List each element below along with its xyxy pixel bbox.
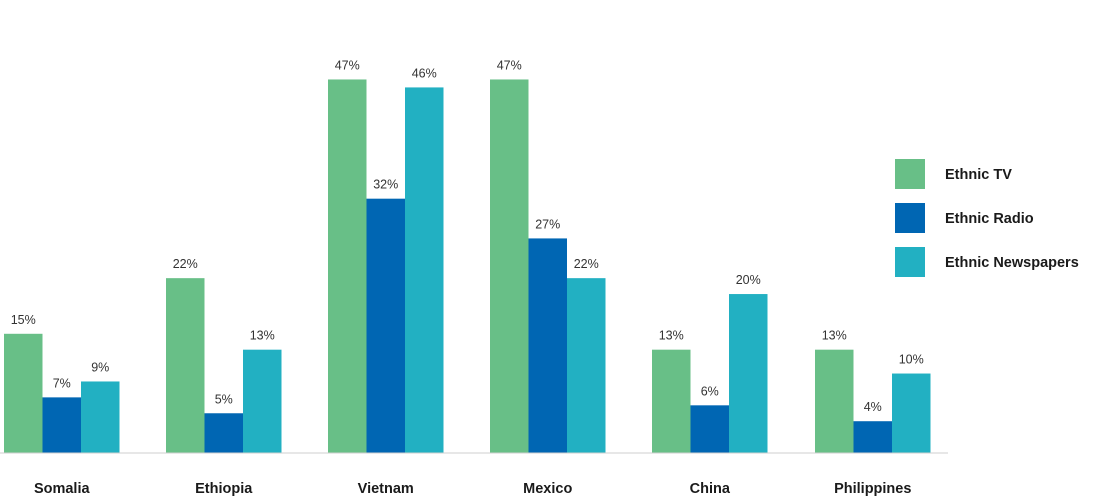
value-label-philippines-ethnic-tv: 13% <box>822 329 847 343</box>
value-label-china-ethnic-newspapers: 20% <box>736 273 761 287</box>
bar-mexico-ethnic-radio <box>528 238 567 453</box>
value-label-philippines-ethnic-radio: 4% <box>864 400 882 414</box>
value-label-vietnam-ethnic-radio: 32% <box>373 178 398 192</box>
value-label-somalia-ethnic-newspapers: 9% <box>91 360 109 374</box>
bar-somalia-ethnic-tv <box>4 333 43 453</box>
value-label-philippines-ethnic-newspapers: 10% <box>899 353 924 367</box>
legend: Ethnic TV Ethnic Radio Ethnic Newspapers <box>895 159 1079 277</box>
legend-swatch-ethnic-newspapers <box>895 247 925 277</box>
bar-vietnam-ethnic-newspapers <box>405 87 444 454</box>
legend-label-ethnic-radio: Ethnic Radio <box>945 211 1034 227</box>
value-label-somalia-ethnic-tv: 15% <box>11 313 36 327</box>
category-label-china: China <box>690 481 731 497</box>
value-label-mexico-ethnic-newspapers: 22% <box>574 257 599 271</box>
value-label-china-ethnic-tv: 13% <box>659 329 684 343</box>
legend-label-ethnic-tv: Ethnic TV <box>945 167 1012 183</box>
category-label-mexico: Mexico <box>523 481 572 497</box>
bar-somalia-ethnic-radio <box>42 397 81 453</box>
legend-label-ethnic-newspapers: Ethnic Newspapers <box>945 255 1079 271</box>
bar-philippines-ethnic-newspapers <box>892 373 931 453</box>
bar-philippines-ethnic-tv <box>815 349 854 453</box>
value-labels-layer: 15% 7% 9% 22% 5% 13% 47% 32% 46% 47% 27% 22% 13% 6% 20… <box>11 58 924 414</box>
bar-ethiopia-ethnic-radio <box>204 413 243 453</box>
value-label-mexico-ethnic-radio: 27% <box>535 217 560 231</box>
bar-vietnam-ethnic-tv <box>328 79 367 453</box>
bar-somalia-ethnic-newspapers <box>81 381 120 453</box>
bar-mexico-ethnic-tv <box>490 79 529 453</box>
category-label-ethiopia: Ethiopia <box>195 481 253 497</box>
value-label-vietnam-ethnic-tv: 47% <box>335 58 360 72</box>
value-label-somalia-ethnic-radio: 7% <box>53 376 71 390</box>
value-label-ethiopia-ethnic-radio: 5% <box>215 392 233 406</box>
bar-mexico-ethnic-newspapers <box>567 278 606 453</box>
bar-philippines-ethnic-radio <box>853 421 892 453</box>
legend-swatch-ethnic-tv <box>895 159 925 189</box>
value-label-vietnam-ethnic-newspapers: 46% <box>412 66 437 80</box>
bar-ethiopia-ethnic-tv <box>166 278 205 453</box>
bar-china-ethnic-radio <box>690 405 729 453</box>
bars-layer <box>4 79 931 454</box>
bar-china-ethnic-newspapers <box>729 294 768 453</box>
bar-vietnam-ethnic-radio <box>366 198 405 453</box>
value-label-china-ethnic-radio: 6% <box>701 384 719 398</box>
bar-china-ethnic-tv <box>652 349 691 453</box>
category-labels-layer: Somalia Ethiopia Vietnam Mexico China Philipp… <box>34 481 911 497</box>
value-label-mexico-ethnic-tv: 47% <box>497 58 522 72</box>
value-label-ethiopia-ethnic-tv: 22% <box>173 257 198 271</box>
value-label-ethiopia-ethnic-newspapers: 13% <box>250 329 275 343</box>
bar-ethiopia-ethnic-newspapers <box>243 349 282 453</box>
category-label-somalia: Somalia <box>34 481 91 497</box>
category-label-philippines: Philippines <box>834 481 911 497</box>
category-label-vietnam: Vietnam <box>358 481 414 497</box>
legend-swatch-ethnic-radio <box>895 203 925 233</box>
